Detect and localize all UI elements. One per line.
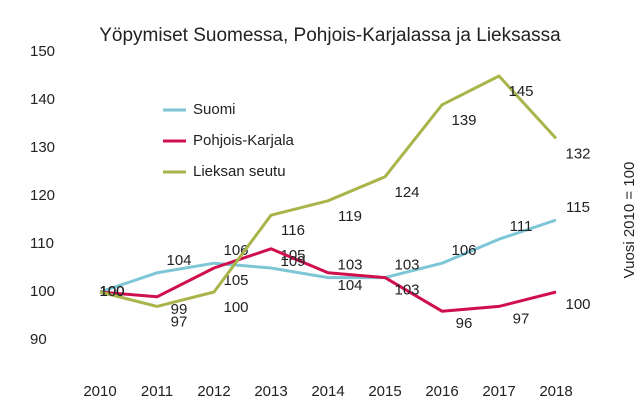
axis-note: Vuosi 2010 = 100 xyxy=(621,162,638,279)
x-tick-label: 2013 xyxy=(254,383,287,400)
data-label: 119 xyxy=(338,208,362,225)
x-tick-label: 2018 xyxy=(539,383,572,400)
data-label: 139 xyxy=(451,112,476,129)
data-label: 116 xyxy=(281,222,305,239)
x-tick-label: 2017 xyxy=(482,383,515,400)
data-label: 111 xyxy=(510,218,533,235)
chart: Yöpymiset Suomessa, Pohjois-Karjalassa j… xyxy=(0,0,643,401)
data-label: 104 xyxy=(337,277,362,294)
data-label: 103 xyxy=(394,282,419,299)
data-label: 115 xyxy=(566,199,590,216)
data-label: 132 xyxy=(565,145,590,162)
data-label: 109 xyxy=(280,253,305,270)
data-label: 106 xyxy=(451,242,476,259)
y-tick-label: 130 xyxy=(30,139,55,156)
x-tick-label: 2012 xyxy=(197,383,230,400)
x-tick-label: 2015 xyxy=(368,383,401,400)
data-label: 97 xyxy=(513,310,530,327)
chart-title: Yöpymiset Suomessa, Pohjois-Karjalassa j… xyxy=(99,25,561,46)
data-label: 100 xyxy=(223,299,248,316)
legend-label: Pohjois-Karjala xyxy=(193,132,295,149)
y-tick-label: 140 xyxy=(30,91,55,108)
data-label: 145 xyxy=(508,83,533,100)
data-label: 100 xyxy=(99,283,124,300)
data-label: 104 xyxy=(166,252,191,269)
legend-label: Lieksan seutu xyxy=(193,163,286,180)
legend-label: Suomi xyxy=(193,101,236,118)
data-label: 103 xyxy=(337,257,362,274)
x-tick-label: 2011 xyxy=(141,383,173,400)
y-tick-label: 100 xyxy=(30,283,55,300)
y-tick-label: 150 xyxy=(30,43,55,60)
y-tick-label: 120 xyxy=(30,187,55,204)
data-label: 124 xyxy=(394,184,419,201)
x-tick-label: 2010 xyxy=(83,383,116,400)
data-label: 100 xyxy=(565,296,590,313)
data-label: 103 xyxy=(394,257,419,274)
y-tick-label: 90 xyxy=(30,331,47,348)
x-tick-label: 2016 xyxy=(425,383,458,400)
data-label: 97 xyxy=(171,313,188,330)
data-label: 96 xyxy=(456,315,473,332)
y-tick-label: 110 xyxy=(30,235,54,252)
x-tick-label: 2014 xyxy=(311,383,344,400)
